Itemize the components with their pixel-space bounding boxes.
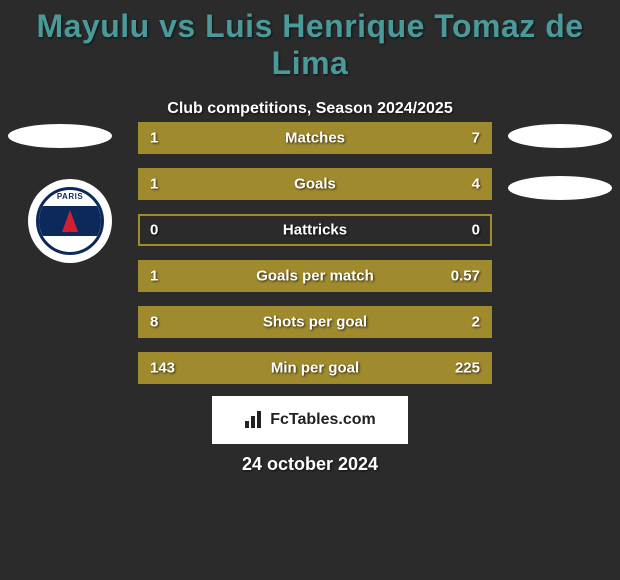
stat-value-left: 0	[150, 222, 158, 239]
stat-label: Goals per match	[256, 268, 374, 285]
brand-text: FcTables.com	[270, 411, 376, 429]
club-badge-psg: PARIS	[28, 179, 112, 263]
brand-footer: FcTables.com	[212, 396, 408, 444]
stat-value-left: 1	[150, 268, 158, 285]
player-left-placeholder-oval	[8, 124, 112, 148]
stat-label: Min per goal	[271, 360, 359, 377]
stat-value-left: 8	[150, 314, 158, 331]
date-text: 24 october 2024	[242, 454, 378, 475]
stat-value-left: 1	[150, 176, 158, 193]
bar-left	[140, 124, 184, 152]
stat-label: Goals	[294, 176, 336, 193]
stat-value-left: 143	[150, 360, 175, 377]
stat-value-right: 7	[472, 130, 480, 147]
stat-value-right: 2	[472, 314, 480, 331]
stat-row: 1 4 Goals	[138, 168, 492, 200]
stat-label: Shots per goal	[263, 314, 367, 331]
stat-row: 0 0 Hattricks	[138, 214, 492, 246]
stat-row: 143 225 Min per goal	[138, 352, 492, 384]
player-right-placeholder-oval-2	[508, 176, 612, 200]
stat-value-right: 4	[472, 176, 480, 193]
psg-text: PARIS	[39, 192, 101, 201]
stat-value-right: 0	[472, 222, 480, 239]
stat-row: 1 0.57 Goals per match	[138, 260, 492, 292]
stat-value-left: 1	[150, 130, 158, 147]
stat-value-right: 225	[455, 360, 480, 377]
stat-row: 8 2 Shots per goal	[138, 306, 492, 338]
stat-value-right: 0.57	[451, 268, 480, 285]
comparison-chart: 1 7 Matches 1 4 Goals 0 0 Hattricks 1 0.57 Goals pe…	[138, 122, 492, 398]
page-subtitle: Club competitions, Season 2024/2025	[0, 100, 620, 118]
stat-label: Hattricks	[283, 222, 347, 239]
player-right-placeholder-oval-1	[508, 124, 612, 148]
stat-row: 1 7 Matches	[138, 122, 492, 154]
bar-right	[210, 170, 490, 198]
stat-label: Matches	[285, 130, 345, 147]
bars-icon	[244, 411, 266, 429]
page-title: Mayulu vs Luis Henrique Tomaz de Lima	[0, 0, 620, 82]
